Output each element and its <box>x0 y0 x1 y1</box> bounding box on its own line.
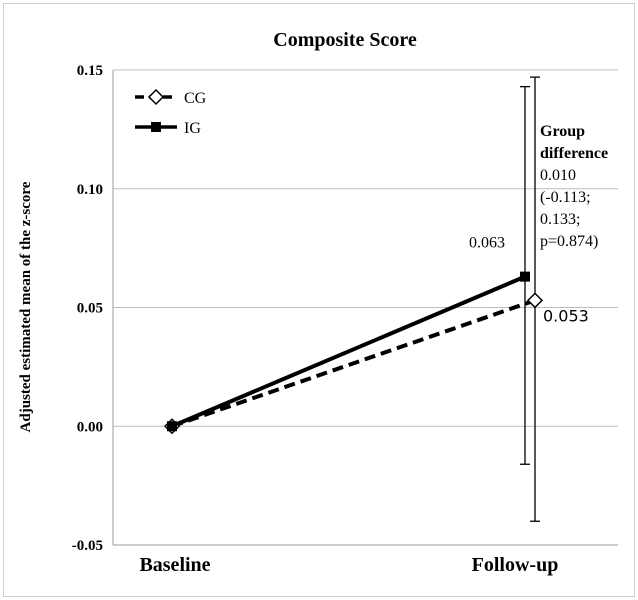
legend-marker-ig <box>151 122 161 132</box>
y-tick-label: -0.05 <box>72 538 103 554</box>
legend-marker-cg <box>147 88 165 106</box>
y-tick-label: 0.15 <box>77 63 103 79</box>
marker-ig <box>520 271 530 282</box>
axes <box>112 70 618 546</box>
legend: CG IG <box>135 88 207 137</box>
annotation-line: p=0.874) <box>540 233 598 250</box>
legend-label-cg: CG <box>184 90 207 107</box>
annotation-heading: Group <box>540 123 585 140</box>
chart-title: Composite Score <box>273 29 417 51</box>
annotation-line: 0.133; <box>540 211 580 228</box>
x-tick-labels: Baseline Follow-up <box>139 554 558 576</box>
grid-lines <box>113 69 618 427</box>
y-tick-label: 0.10 <box>77 182 103 198</box>
value-labels: 0.053 0.063 <box>469 235 589 326</box>
value-label-ig: 0.063 <box>469 235 505 252</box>
legend-label-ig: IG <box>184 120 201 137</box>
group-difference-annotation: Group difference 0.010 (-0.113; 0.133; p=0.87… <box>540 123 608 250</box>
series-line-cg <box>171 298 536 429</box>
x-tick-label: Baseline <box>139 554 210 576</box>
series-line-ig <box>171 274 526 429</box>
series-markers <box>163 271 544 435</box>
y-tick-label: 0.00 <box>77 419 103 435</box>
marker-cg <box>526 292 544 309</box>
annotation-heading: difference <box>540 145 608 162</box>
series-lines <box>171 274 536 429</box>
y-tick-label: 0.05 <box>77 301 103 317</box>
marker-ig <box>167 421 177 432</box>
y-tick-labels: 0.15 0.10 0.05 0.00 -0.05 <box>72 63 103 554</box>
annotation-line: 0.010 <box>540 167 576 184</box>
value-label-cg: 0.053 <box>543 306 589 325</box>
x-tick-label: Follow-up <box>472 554 559 576</box>
annotation-line: (-0.113; <box>540 189 591 206</box>
y-axis-label: Adjusted estimated mean of the z-score <box>18 181 34 432</box>
